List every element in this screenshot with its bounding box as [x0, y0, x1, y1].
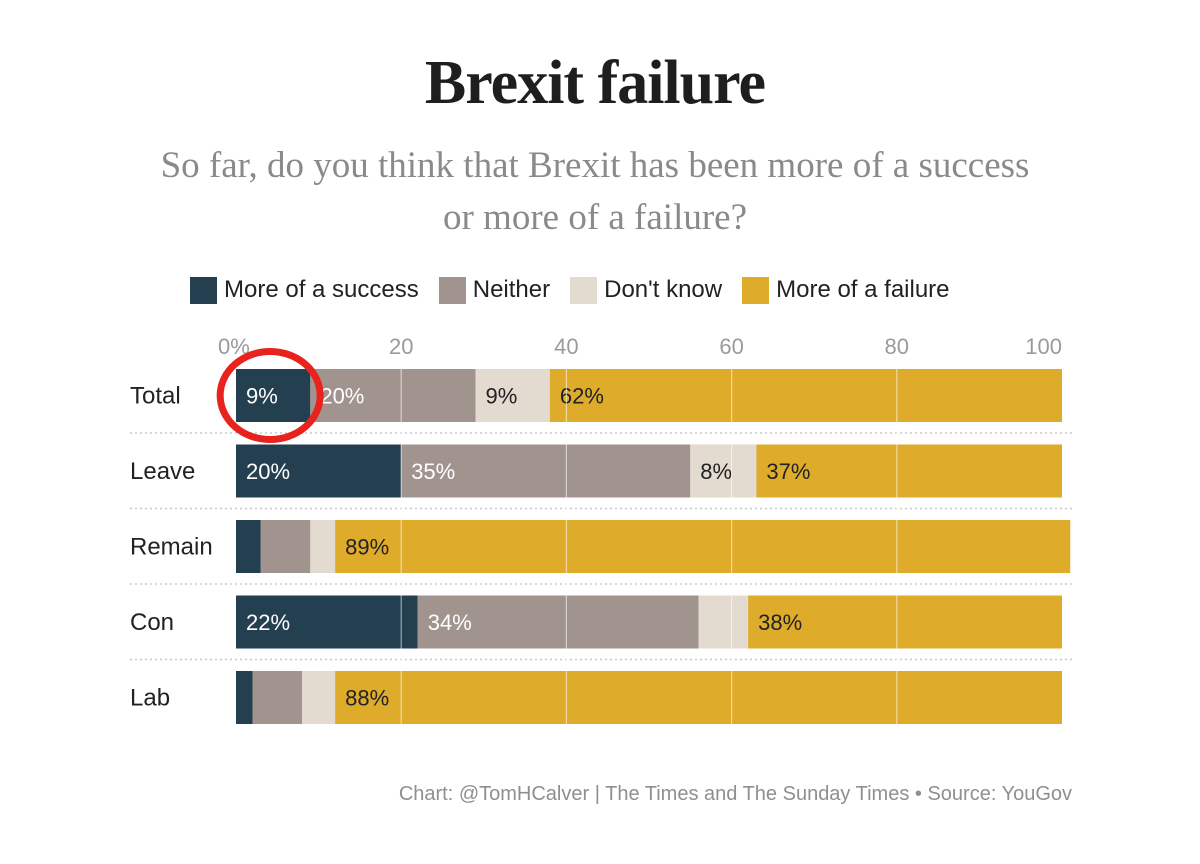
bar-segment [236, 520, 261, 573]
legend-label-success: More of a success [224, 276, 419, 303]
data-label: 8% [700, 459, 732, 484]
legend-item-failure: More of a failure [742, 276, 950, 304]
legend-swatch-success [190, 276, 217, 304]
x-tick-label: 40 [554, 334, 578, 359]
bar-segment [417, 595, 699, 649]
category-label: Lab [130, 685, 170, 712]
bar-segment [236, 595, 418, 649]
legend-item-neither: Neither [438, 276, 551, 304]
x-tick-label: 80 [885, 334, 909, 359]
legend-swatch-neither [438, 276, 466, 304]
data-label: 38% [758, 610, 802, 635]
bar-segment [690, 444, 757, 498]
data-label: 88% [345, 686, 389, 711]
chart-subtitle: So far, do you think that Brexit has bee… [120, 140, 1070, 244]
x-tick-label: 100 [1025, 334, 1062, 359]
chart-subtitle-line-1: So far, do you think that Brexit has bee… [160, 145, 1030, 186]
legend-label-dont-know: Don't know [604, 276, 723, 303]
bar-segment [310, 369, 476, 422]
legend-item-dont-know: Don't know [570, 276, 722, 304]
category-label: Leave [130, 458, 195, 485]
bar-segment [401, 444, 691, 498]
bar-segment [549, 369, 1062, 422]
bar-segment [756, 444, 1062, 498]
legend-swatch-failure [742, 276, 770, 304]
bar-segment [236, 444, 402, 498]
bar-segment [236, 369, 311, 422]
category-label: Total [130, 383, 181, 410]
bar-segment [475, 369, 550, 422]
bar-segment [252, 671, 303, 724]
bar-segment [310, 520, 336, 573]
bar-segment [335, 671, 1062, 724]
chart-title: Brexit failure [424, 49, 766, 117]
bar-segment [698, 595, 749, 649]
bar-segment [260, 520, 311, 573]
data-label: 89% [345, 535, 389, 560]
legend-swatch-dont-know [570, 276, 598, 304]
data-label: 9% [246, 384, 278, 409]
data-label: 35% [411, 459, 455, 484]
data-label: 37% [766, 459, 810, 484]
x-tick-label: 20 [389, 334, 413, 359]
data-label: 20% [246, 459, 290, 484]
category-label: Remain [130, 534, 213, 561]
bar-segment [302, 671, 336, 724]
category-label: Con [130, 609, 174, 636]
x-tick-label: 60 [719, 334, 743, 359]
highlight-circle [216, 348, 324, 443]
bar-segment [236, 671, 253, 724]
data-label: 9% [486, 384, 518, 409]
data-label: 62% [560, 384, 604, 409]
bar-segment [748, 595, 1062, 649]
chart-source: Chart: @TomHCalver | The Times and The S… [398, 783, 1072, 805]
chart-legend: More of a success Neither Don't know Mor… [190, 275, 970, 305]
data-label: 20% [320, 384, 364, 409]
legend-label-neither: Neither [472, 276, 551, 303]
bar-segment [335, 520, 1071, 573]
data-label: 22% [246, 610, 290, 635]
chart-subtitle-line-2: or more of a failure? [442, 197, 748, 238]
data-label: 34% [428, 610, 472, 635]
legend-label-failure: More of a failure [776, 276, 950, 303]
legend-item-success: More of a success [190, 276, 419, 304]
